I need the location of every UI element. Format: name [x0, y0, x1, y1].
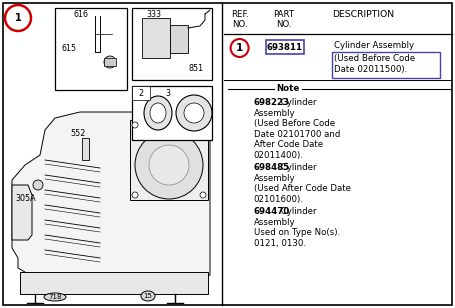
Text: 3: 3: [166, 88, 171, 98]
Text: REF.
NO.: REF. NO.: [231, 10, 248, 29]
Circle shape: [176, 95, 212, 131]
Text: Cylinder: Cylinder: [278, 98, 317, 107]
Bar: [130, 120, 208, 200]
Text: (Used Before Code
Date 02011500).: (Used Before Code Date 02011500).: [334, 54, 415, 75]
Text: Cylinder: Cylinder: [278, 207, 317, 216]
Text: 15: 15: [144, 293, 152, 299]
Circle shape: [149, 145, 189, 185]
Ellipse shape: [150, 103, 166, 123]
Text: 552: 552: [71, 128, 86, 137]
Text: 698485: 698485: [253, 163, 289, 172]
Text: DESCRIPTION: DESCRIPTION: [333, 10, 394, 19]
Ellipse shape: [144, 96, 172, 130]
Text: Assembly: Assembly: [253, 217, 295, 226]
Text: Used on Type No(s).: Used on Type No(s).: [253, 228, 340, 237]
Text: 615: 615: [61, 43, 76, 52]
Text: 02011400).: 02011400).: [253, 151, 303, 160]
Circle shape: [200, 192, 206, 198]
Text: 1: 1: [15, 13, 21, 23]
Text: 616: 616: [74, 10, 89, 18]
Ellipse shape: [104, 56, 116, 68]
Text: Note: Note: [276, 84, 299, 93]
Text: PART
NO.: PART NO.: [273, 10, 294, 29]
Text: 0121, 0130.: 0121, 0130.: [253, 238, 306, 248]
Text: Cylinder Assembly: Cylinder Assembly: [334, 41, 414, 50]
Text: Assembly: Assembly: [253, 108, 295, 117]
Text: Cylinder: Cylinder: [278, 163, 317, 172]
Text: 02101600).: 02101600).: [253, 194, 303, 204]
Text: 718: 718: [48, 294, 62, 300]
Polygon shape: [12, 112, 210, 285]
Text: (Used After Code Date: (Used After Code Date: [253, 184, 351, 193]
Text: 305A: 305A: [15, 193, 36, 202]
Ellipse shape: [141, 291, 155, 301]
Polygon shape: [12, 185, 32, 240]
Text: 333: 333: [147, 10, 162, 18]
Text: 2: 2: [138, 88, 144, 98]
Ellipse shape: [33, 180, 43, 190]
Circle shape: [184, 103, 204, 123]
Bar: [170, 25, 188, 53]
Bar: [132, 86, 212, 140]
Circle shape: [132, 122, 138, 128]
Bar: [55, 8, 127, 90]
Circle shape: [231, 39, 248, 57]
Text: (Used Before Code: (Used Before Code: [253, 119, 335, 128]
Bar: [332, 52, 440, 78]
Bar: [142, 18, 170, 58]
Circle shape: [200, 122, 206, 128]
Text: 698223: 698223: [253, 98, 289, 107]
Circle shape: [132, 192, 138, 198]
Bar: [132, 86, 150, 100]
Polygon shape: [104, 58, 116, 66]
Text: 694470: 694470: [253, 207, 290, 216]
Bar: [132, 8, 212, 80]
Text: After Code Date: After Code Date: [253, 140, 323, 149]
Circle shape: [5, 5, 31, 31]
Text: 851: 851: [188, 63, 203, 72]
Bar: [82, 138, 89, 160]
Bar: [20, 272, 208, 294]
Text: Date 02101700 and: Date 02101700 and: [253, 129, 340, 139]
Text: Assembly: Assembly: [253, 173, 295, 183]
Text: 1: 1: [236, 43, 243, 53]
Text: 693811: 693811: [267, 43, 303, 51]
Ellipse shape: [44, 293, 66, 301]
Bar: [266, 40, 303, 54]
Circle shape: [135, 131, 203, 199]
